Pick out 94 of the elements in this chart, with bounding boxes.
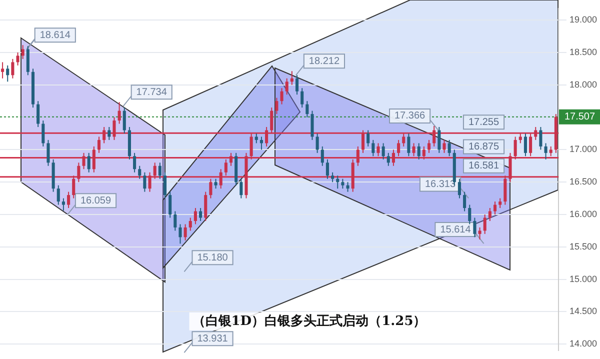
- candlestick: [1, 62, 4, 79]
- candlestick: [468, 204, 472, 225]
- y-tick-label: 19.000: [569, 14, 598, 25]
- candlestick: [386, 152, 390, 166]
- candlestick: [295, 74, 299, 96]
- annotation: 15.180: [197, 252, 228, 264]
- candlestick: [260, 136, 263, 150]
- candlestick: [336, 175, 340, 190]
- candlestick: [438, 126, 441, 154]
- candlestick: [539, 126, 542, 150]
- candlestick: [26, 45, 30, 76]
- candlestick: [478, 226, 482, 240]
- candlestick: [417, 142, 420, 160]
- candlestick: [544, 142, 548, 160]
- candlestick: [427, 139, 431, 154]
- candlestick: [341, 178, 344, 190]
- y-tick-label: 18.500: [569, 46, 598, 57]
- annotation: 17.366: [394, 110, 426, 122]
- candlestick: [118, 102, 121, 124]
- candlestick: [488, 208, 492, 222]
- annotation: 18.614: [40, 30, 71, 41]
- candlestick: [87, 152, 90, 173]
- candlestick: [6, 64, 10, 82]
- candlestick: [97, 136, 101, 154]
- y-tick-label: 15.500: [569, 241, 598, 252]
- candlestick: [320, 146, 324, 166]
- candlestick: [254, 132, 258, 144]
- candlestick: [42, 120, 45, 147]
- candlestick: [285, 78, 288, 96]
- candlestick: [163, 172, 167, 199]
- ref-line-label: 16.875: [468, 142, 500, 153]
- candlestick: [240, 178, 243, 199]
- candlestick: [463, 191, 466, 212]
- candlestick: [275, 97, 278, 115]
- candlestick: [372, 139, 375, 157]
- candlestick: [407, 132, 410, 157]
- candlestick: [280, 88, 284, 105]
- ref-line-label: 17.507: [564, 112, 596, 123]
- annotation: 15.614: [440, 224, 472, 236]
- candlestick: [473, 217, 476, 238]
- candlestick: [458, 178, 461, 199]
- candlestick: [56, 184, 60, 206]
- annotation: 16.059: [80, 195, 112, 206]
- annotation: 13.931: [197, 333, 228, 344]
- candlestick: [133, 152, 136, 173]
- y-tick-label: 14.500: [569, 306, 598, 316]
- candlestick: [36, 100, 40, 128]
- candlestick: [62, 198, 65, 212]
- y-tick-label: 16.500: [569, 176, 598, 187]
- candlestick: [138, 165, 142, 180]
- annotation: 18.212: [308, 56, 340, 67]
- candlestick: [199, 208, 202, 222]
- candlestick: [214, 178, 218, 190]
- candlestick: [174, 210, 177, 232]
- candlestick: [204, 191, 208, 222]
- y-tick-label: 18.000: [569, 79, 598, 90]
- candlestick: [382, 142, 385, 160]
- candlestick: [366, 130, 370, 147]
- candlestick: [306, 100, 309, 118]
- ref-line-label: 17.255: [468, 116, 500, 128]
- candlestick: [442, 139, 446, 154]
- candlestick: [158, 162, 162, 180]
- candlestick: [143, 172, 146, 192]
- candlestick: [346, 182, 350, 192]
- y-tick-label: 15.000: [569, 274, 598, 284]
- y-tick-label: 14.000: [569, 338, 598, 349]
- candlestick: [184, 224, 187, 241]
- candlestick: [16, 52, 20, 66]
- candlestick: [122, 107, 126, 134]
- candlestick: [300, 88, 304, 108]
- candlestick: [46, 139, 50, 166]
- candlestick: [524, 132, 527, 157]
- candlestick: [178, 224, 182, 244]
- candlestick: [67, 191, 70, 209]
- candlestick: [498, 198, 502, 209]
- candlestick: [188, 217, 192, 232]
- text: （白银1D）白银多头正式启动（1.25）: [192, 312, 426, 329]
- y-tick-label: 17.000: [569, 144, 598, 154]
- candlestick: [493, 201, 497, 215]
- candlestick: [316, 132, 319, 154]
- candlestick: [108, 126, 111, 140]
- candlestick: [194, 208, 197, 225]
- candlestick: [483, 214, 486, 234]
- candlestick: [326, 158, 329, 180]
- annotation: 17.734: [136, 86, 168, 98]
- candlestick: [168, 191, 172, 218]
- candlestick: [310, 110, 314, 140]
- ref-line-label: 16.581: [468, 160, 500, 172]
- candlestick: [290, 70, 294, 86]
- candlestick: [21, 44, 24, 60]
- candlestick: [331, 172, 334, 183]
- candlestick: [448, 139, 451, 157]
- candlestick: [11, 58, 14, 79]
- y-tick-label: 16.000: [569, 208, 598, 219]
